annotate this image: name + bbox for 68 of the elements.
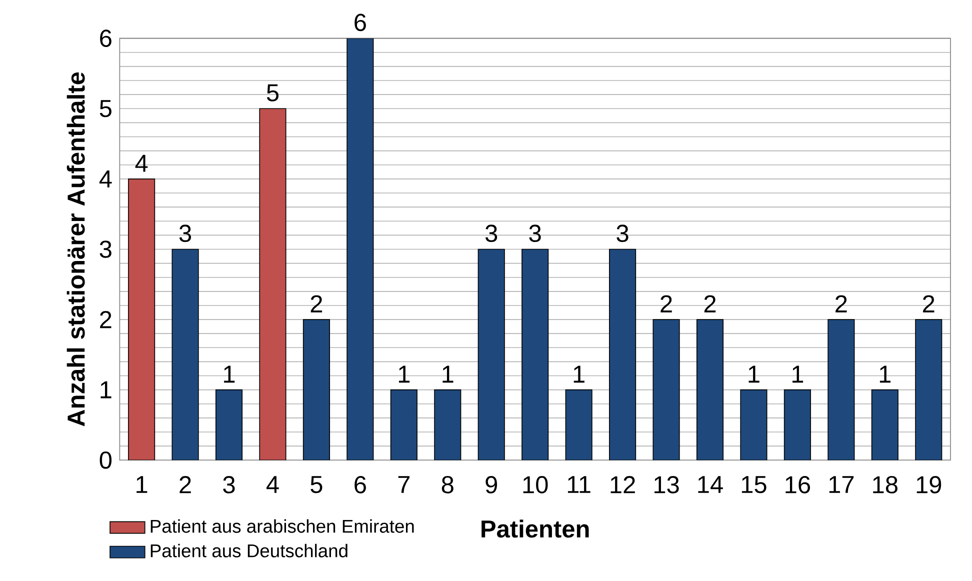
- legend-label: Patient aus Deutschland: [150, 544, 348, 558]
- bar: [696, 319, 724, 460]
- data-label: 3: [529, 224, 541, 242]
- bar: [784, 389, 811, 460]
- bar: [478, 248, 505, 460]
- data-label: 2: [836, 295, 847, 312]
- bar: [172, 248, 199, 460]
- y-tick-label: 5: [100, 100, 112, 118]
- y-tick-label: 2: [100, 311, 112, 328]
- data-label: 1: [224, 366, 235, 383]
- x-tick-label: 2: [180, 476, 191, 494]
- x-tick-label: 7: [398, 476, 410, 493]
- bar: [915, 319, 942, 460]
- data-label: 3: [616, 224, 628, 242]
- x-tick-label: 17: [829, 476, 854, 493]
- data-label: 1: [792, 366, 804, 383]
- bar: [871, 389, 898, 460]
- y-tick-label: 3: [100, 240, 112, 258]
- x-tick-label: 16: [786, 476, 810, 494]
- x-tick-label: 13: [654, 476, 679, 494]
- data-label: 3: [485, 224, 498, 242]
- data-label: 5: [266, 84, 279, 102]
- legend-label: Patient aus arabischen Emiraten: [150, 519, 414, 533]
- data-label: 1: [398, 366, 410, 383]
- bar: [565, 389, 592, 460]
- data-label: 1: [880, 366, 891, 383]
- bar: [128, 178, 156, 460]
- y-axis-title: Anzahl stationärer Aufenthalte: [66, 72, 85, 426]
- x-axis-title: Patienten: [482, 520, 589, 538]
- data-label: 4: [135, 154, 148, 172]
- x-tick-label: 12: [610, 476, 635, 494]
- data-label: 1: [442, 366, 454, 383]
- data-label: 1: [574, 366, 584, 383]
- bar: [740, 389, 768, 460]
- x-tick-label: 14: [698, 476, 723, 493]
- bar: [828, 319, 855, 460]
- data-label: 2: [660, 295, 672, 312]
- y-tick-label: 0: [100, 451, 112, 469]
- x-tick-label: 18: [873, 476, 898, 494]
- bar: [215, 389, 243, 460]
- data-label: 3: [179, 224, 192, 242]
- y-tick-label: 1: [100, 381, 112, 398]
- x-tick-label: 5: [310, 476, 322, 494]
- bar: [302, 319, 330, 460]
- x-tick-label: 6: [354, 476, 366, 494]
- y-tick-label: 4: [99, 170, 112, 188]
- x-tick-label: 8: [442, 476, 454, 494]
- bar: [390, 389, 418, 460]
- x-tick-label: 15: [742, 476, 766, 494]
- data-label: 2: [310, 295, 322, 312]
- bar: [346, 38, 374, 460]
- x-tick-label: 4: [266, 476, 279, 493]
- y-tick-label: 6: [100, 30, 112, 48]
- x-tick-label: 11: [568, 476, 590, 493]
- x-tick-label: 9: [486, 476, 498, 494]
- x-tick-label: 10: [523, 476, 548, 494]
- bar: [434, 389, 462, 460]
- bar: [522, 248, 549, 460]
- data-label: 2: [923, 295, 934, 312]
- data-label: 6: [354, 14, 366, 32]
- bar: [652, 319, 680, 460]
- x-tick-label: 19: [916, 476, 942, 494]
- x-tick-label: 3: [223, 476, 235, 494]
- data-label: 1: [748, 366, 760, 383]
- bar: [259, 108, 286, 460]
- x-tick-label: 1: [136, 476, 148, 493]
- bar: [609, 248, 636, 460]
- data-label: 2: [704, 295, 716, 312]
